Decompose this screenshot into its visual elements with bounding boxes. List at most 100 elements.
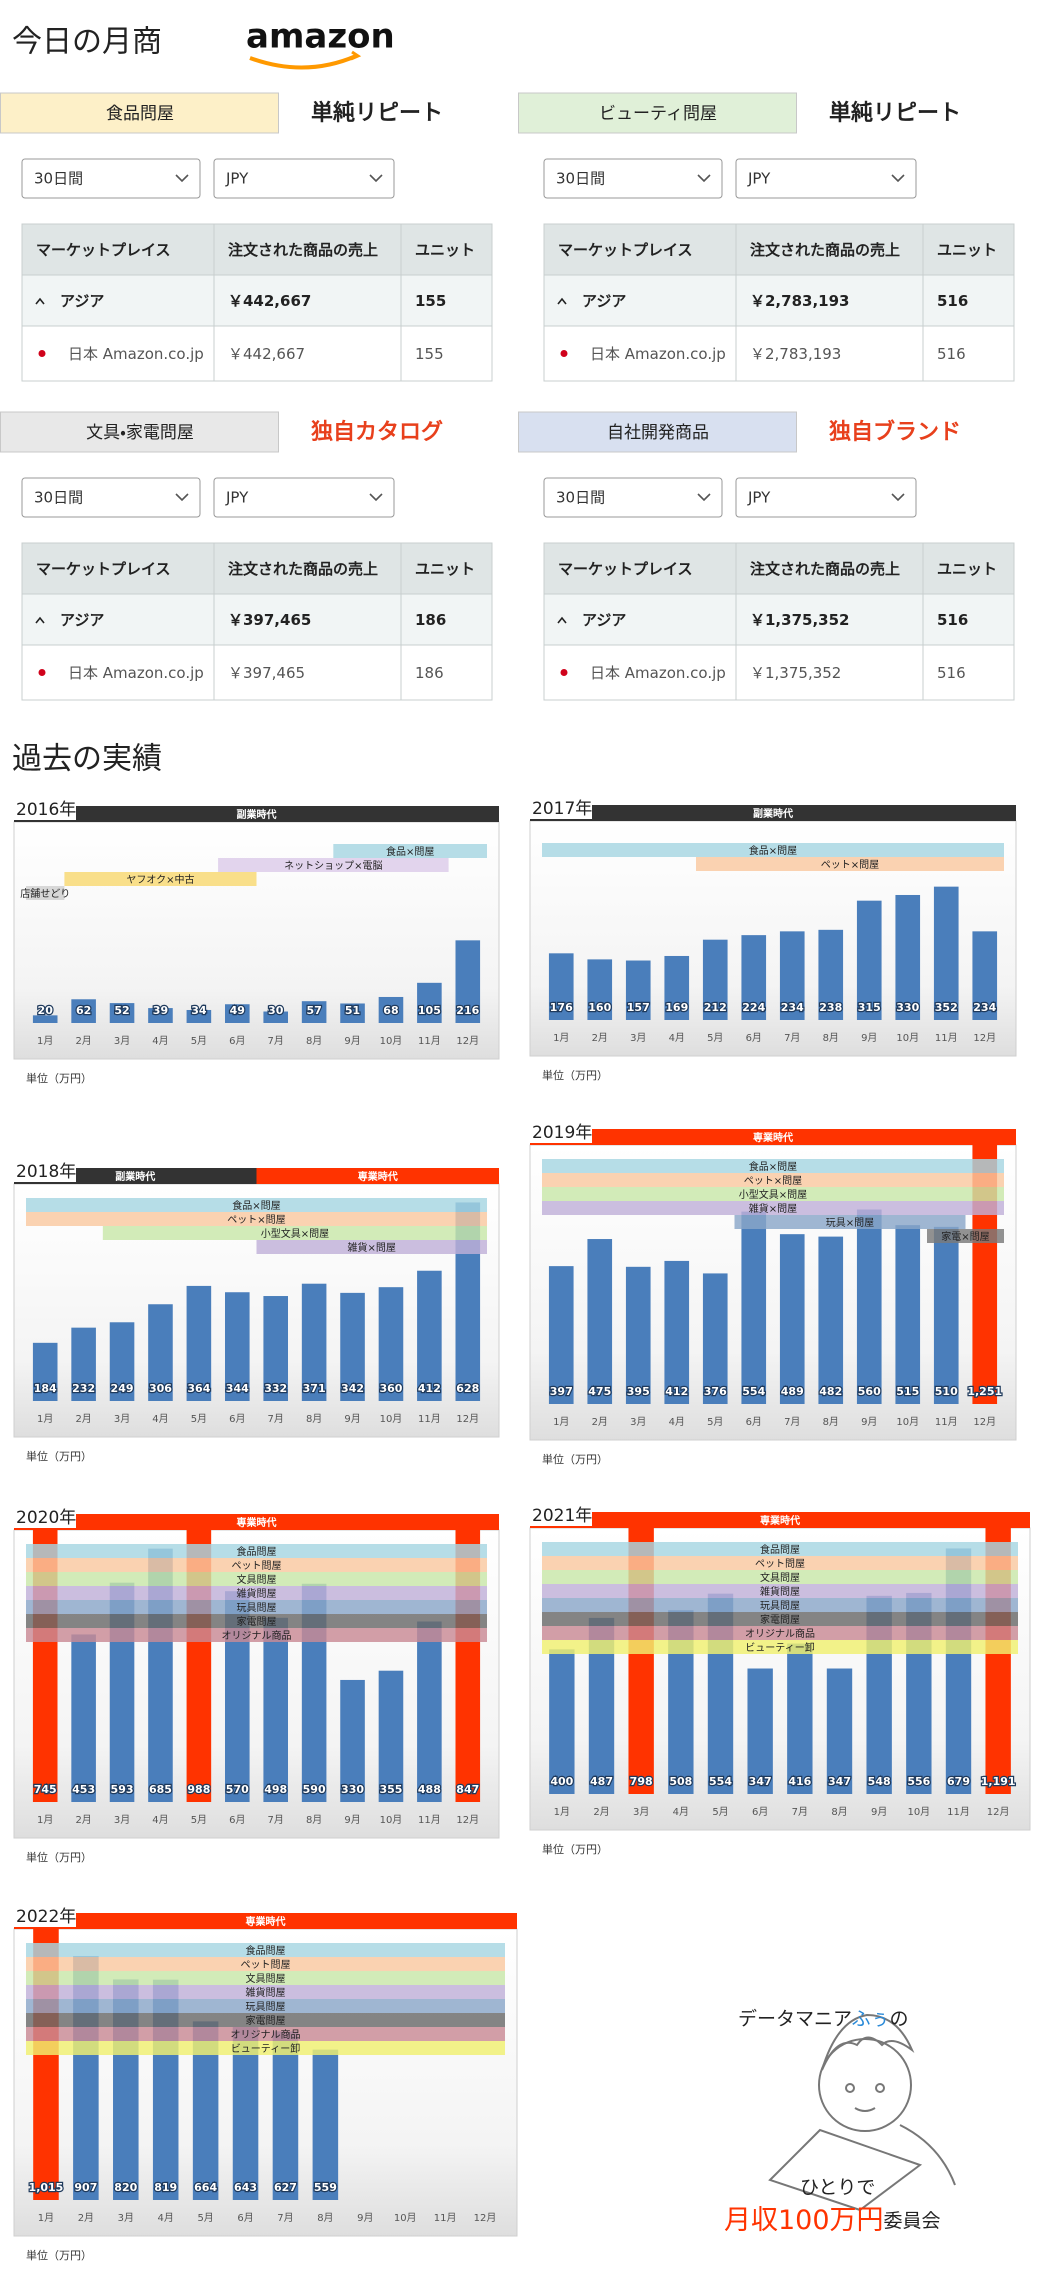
section-title: 過去の実績	[12, 742, 162, 777]
value-label: 364	[187, 1382, 210, 1395]
chart-title: 2022年	[16, 1907, 76, 1927]
business-band-label: 雑貨問屋	[246, 1986, 286, 1999]
unit-label: 単位（万円）	[542, 1842, 608, 1856]
bar	[779, 931, 805, 1020]
panel-label: 単純リピート	[311, 100, 443, 126]
bar	[71, 1327, 96, 1401]
business-band-label: オリジナル商品	[222, 1629, 292, 1642]
select-box[interactable]	[735, 158, 917, 199]
bar	[856, 900, 882, 1020]
business-band	[102, 1226, 487, 1240]
month-label: 4月	[152, 1413, 168, 1425]
bar	[340, 1679, 365, 1802]
month-label: 1月	[37, 1814, 53, 1826]
era-banner	[14, 806, 499, 822]
table-header: 注文された商品の売上	[228, 560, 378, 578]
bar	[148, 1304, 173, 1401]
month-label: 7月	[268, 1814, 284, 1826]
bars	[32, 940, 481, 1023]
mascot-text: の	[889, 2008, 908, 2030]
select-box[interactable]	[21, 477, 201, 518]
business-band	[26, 1544, 487, 1558]
select-chevron	[697, 174, 711, 183]
value-label: 548	[868, 1775, 891, 1788]
table-cell	[543, 593, 737, 646]
bar	[272, 2031, 299, 2200]
bar	[741, 935, 767, 1020]
table-cell	[922, 644, 1015, 701]
bar	[702, 939, 728, 1020]
business-band	[542, 1626, 1018, 1640]
logo-smile	[249, 54, 357, 70]
year-bg	[530, 1121, 592, 1143]
value-label: 342	[341, 1382, 364, 1395]
select-box[interactable]	[543, 158, 723, 199]
select-value: 30日間	[556, 170, 605, 188]
bar	[548, 1266, 574, 1404]
bar	[787, 1643, 813, 1794]
bar	[826, 1668, 853, 1794]
select-box[interactable]	[543, 477, 723, 518]
month-label: 12月	[987, 1806, 1010, 1818]
month-label: 2月	[75, 1035, 91, 1047]
value-label: 554	[742, 1385, 765, 1398]
select-chevron	[175, 493, 189, 502]
business-band	[26, 1628, 487, 1642]
marketplace-dot	[560, 669, 568, 676]
business-band-label: 家電問屋	[246, 2014, 286, 2027]
era-banner	[530, 805, 1016, 821]
value-label: 169	[665, 1001, 688, 1014]
business-band-label: 食品×問屋	[749, 845, 797, 857]
amazon-logo: amazon	[246, 17, 395, 57]
business-band	[734, 1215, 966, 1229]
bar	[417, 1270, 442, 1401]
table-cell	[400, 644, 493, 701]
select-box[interactable]	[21, 158, 201, 199]
business-band	[542, 1584, 1018, 1598]
select-box[interactable]	[213, 477, 395, 518]
mascot-line3: 月収100万円委員会	[724, 2205, 941, 2236]
value-label: 489	[781, 1385, 804, 1398]
select-box[interactable]	[735, 477, 917, 518]
table-cell	[21, 593, 215, 646]
table-cell-text: 516	[937, 345, 966, 363]
panel-tag	[518, 92, 797, 134]
value-label: 559	[314, 2181, 337, 2194]
panel-tag	[0, 92, 279, 134]
bar	[818, 929, 844, 1020]
value-label: 593	[111, 1783, 134, 1796]
era-banner	[14, 1913, 517, 1929]
table-cell-text: アジア	[582, 292, 626, 310]
value-label: 819	[154, 2181, 177, 2194]
business-band	[26, 2013, 505, 2027]
chart-title: 2021年	[532, 1506, 592, 1526]
month-label: 10月	[896, 1032, 919, 1044]
value-label: 315	[858, 1001, 881, 1014]
chart: 副業時代 専業時代 2018年 1月 2月 3月 4月 5月 6月 7月 8月 9月 10月 11月 12月…	[13, 1160, 500, 1463]
month-label: 7月	[268, 1035, 284, 1047]
value-label: 360	[379, 1382, 402, 1395]
value-label: 679	[947, 1775, 970, 1788]
unit-label: 単位（万円）	[26, 1850, 92, 1864]
year-bg	[14, 1160, 76, 1182]
value-label: 157	[627, 1001, 650, 1014]
month-label: 5月	[191, 1035, 207, 1047]
select-value: JPY	[225, 489, 249, 507]
table-header: 注文された商品の売上	[228, 241, 378, 259]
value-label: 628	[456, 1382, 479, 1395]
business-band-label: ペット×問屋	[744, 1175, 802, 1187]
month-label: 9月	[357, 2212, 373, 2224]
unit-label: 単位（万円）	[26, 2248, 92, 2262]
select-box[interactable]	[213, 158, 395, 199]
bar	[263, 1617, 289, 1802]
table-cell-text: 186	[415, 664, 444, 682]
bar	[340, 1003, 365, 1023]
business-band-label: 文具問屋	[246, 1972, 286, 1985]
era-label: 副業時代	[753, 807, 793, 820]
table-header: 注文された商品の売上	[750, 560, 900, 578]
bar	[378, 1287, 404, 1401]
chart-title: 2018年	[16, 1162, 76, 1182]
bar	[32, 1015, 58, 1023]
